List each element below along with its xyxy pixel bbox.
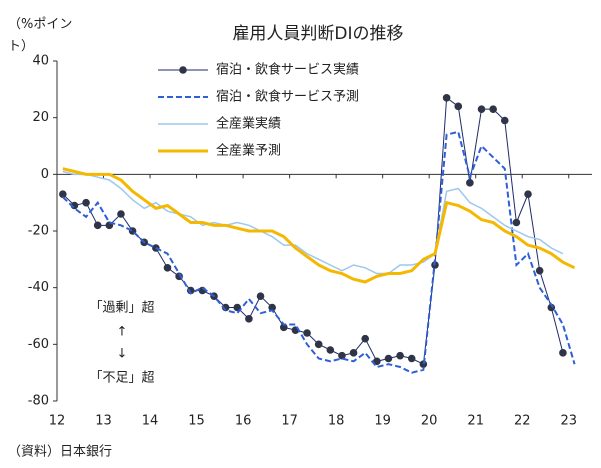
x-tick-label: 13 [95,414,112,429]
chart-title: 雇用人員判断DIの推移 [232,24,403,44]
data-point [256,292,265,300]
annotation: ↑ [117,325,128,340]
data-point [396,351,404,360]
data-point [419,360,428,368]
x-tick-label: 15 [188,414,205,429]
x-tick-label: 19 [374,414,391,429]
data-point [303,329,311,337]
x-tick-label: 18 [328,414,345,429]
data-point [117,210,125,218]
y-tick-label: -40 [28,280,49,295]
legend-label: 宿泊・飲食サービス予測 [216,89,359,105]
data-point [59,190,67,198]
data-point [314,340,323,349]
series-line [62,170,564,275]
data-point [547,303,556,312]
data-point [500,116,509,125]
data-point [489,105,497,113]
annotation: ↓ [117,347,128,362]
y-tick-label: -20 [28,224,49,239]
data-point [163,264,172,272]
x-tick-label: 22 [514,414,531,429]
legend-label: 全産業実績 [216,116,281,132]
y-tick-label: 20 [32,110,49,125]
data-point [186,286,195,295]
data-point [245,315,253,323]
series-line [62,96,564,365]
series-line [62,167,576,284]
data-point [559,349,567,357]
x-tick-label: 21 [467,414,484,429]
legend-marker [179,66,187,74]
series-line [62,130,576,374]
y-tick-label: -80 [28,394,49,409]
data-point [407,354,416,363]
data-point [442,94,451,102]
source: （資料）日本銀行 [8,445,112,460]
x-tick-label: 20 [421,414,438,429]
data-point [384,354,393,363]
x-tick-label: 16 [235,414,252,429]
x-tick-label: 17 [281,414,298,429]
data-point [512,218,521,227]
y-tick-label: 0 [41,167,49,182]
data-point [338,351,346,360]
data-point [82,198,90,207]
x-tick-label: 12 [49,414,66,429]
data-point [535,266,544,275]
y-tick-label: 40 [32,54,49,69]
data-point [361,334,370,343]
data-point [268,303,276,312]
annotation: 「過剰」超 [89,301,154,316]
y-tick-label: -60 [28,337,49,352]
x-tick-label: 14 [142,414,159,429]
y-axis-label: （%ポイント） [8,17,73,54]
legend-label: 宿泊・飲食サービス実績 [216,62,359,78]
data-point [326,346,335,354]
data-point [477,105,486,113]
legend-label: 全産業予測 [216,143,281,159]
data-point [466,179,474,187]
data-point [524,190,532,198]
data-point [454,102,463,111]
data-point [93,221,102,230]
x-tick-label: 23 [560,414,577,429]
annotation: 「不足」超 [89,371,154,386]
data-point [349,349,358,357]
